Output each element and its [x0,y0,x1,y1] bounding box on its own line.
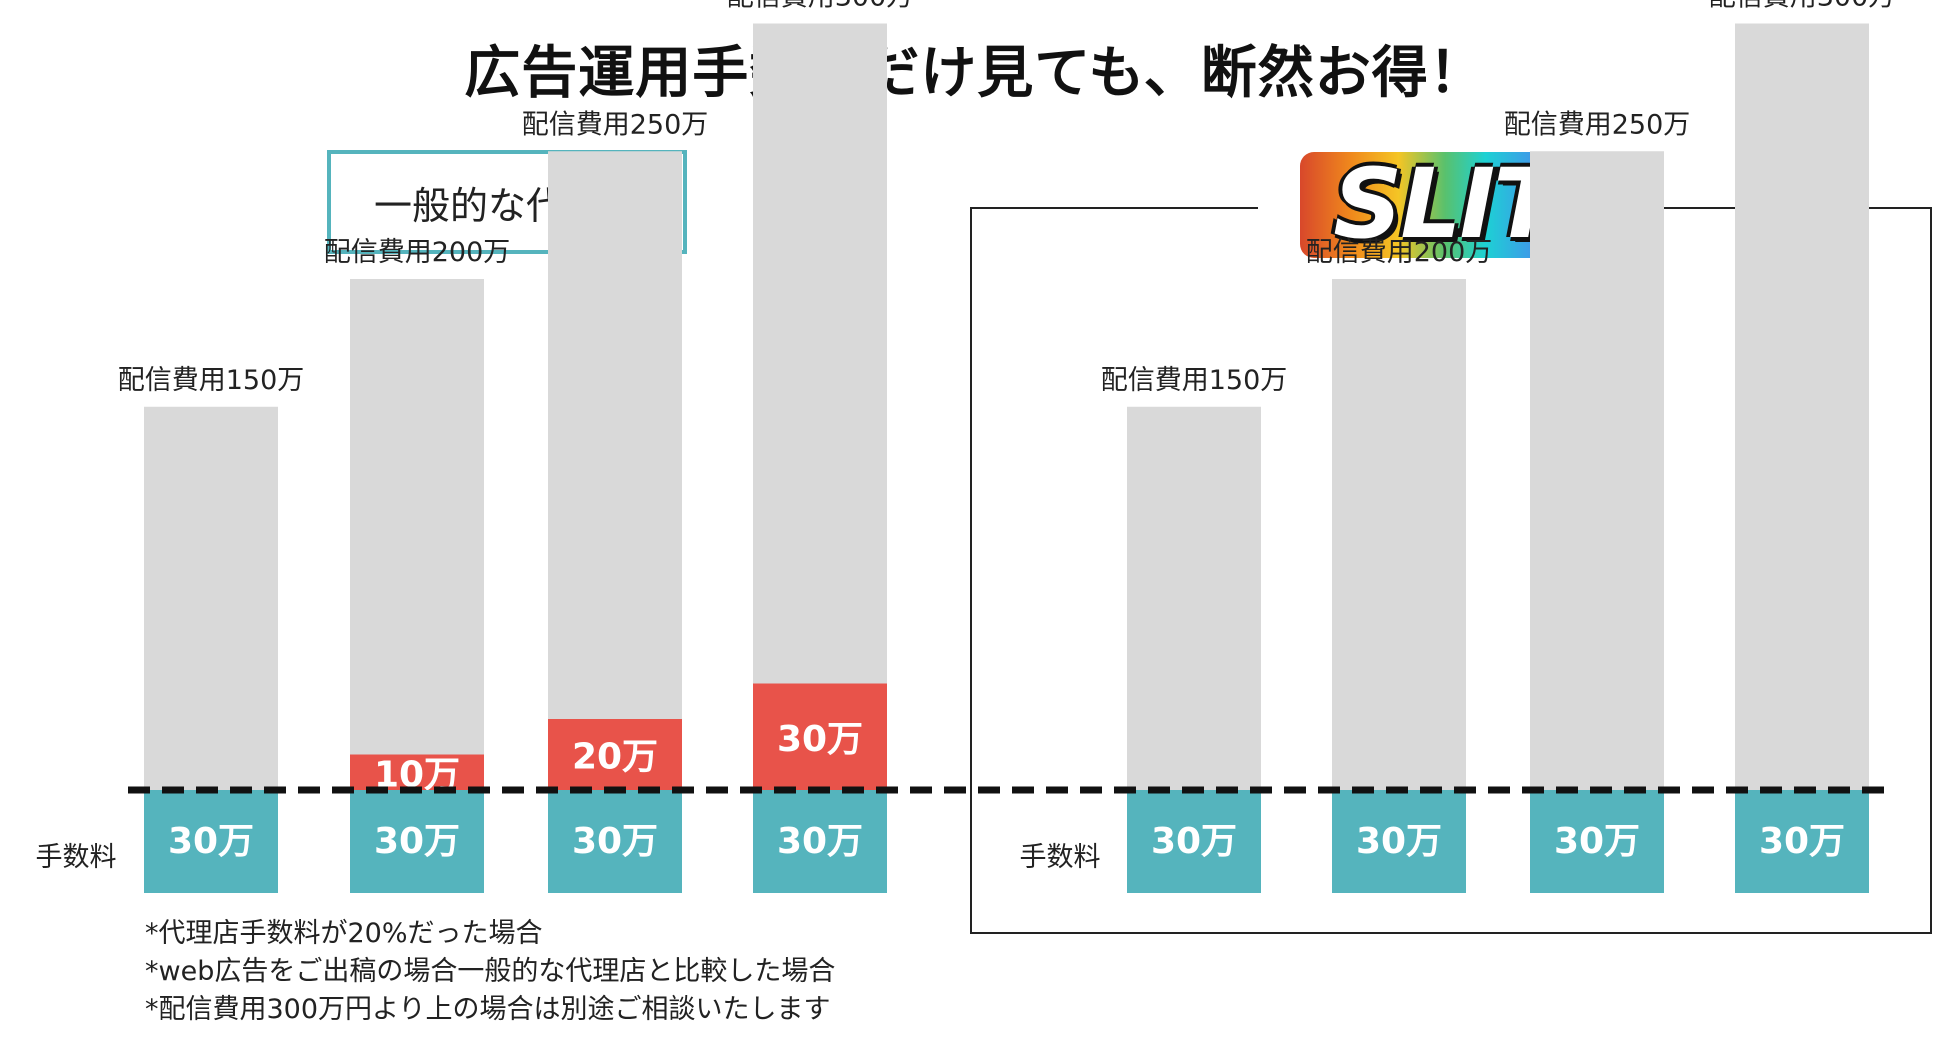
spend-bar [1735,23,1869,790]
fee-bar [548,790,682,893]
spend-bar [350,279,484,790]
extra-fee-bar [753,683,887,790]
footnote: *web広告をご出稿の場合一般的な代理店と比較した場合 [145,956,836,987]
spend-bar [144,406,278,790]
footnotes: *代理店手数料が20%だった場合 *web広告をご出稿の場合一般的な代理店と比較… [145,915,835,1029]
fee-bar [1530,790,1664,893]
spend-bar [548,151,682,790]
fee-label: 30万 [1759,821,1845,862]
spend-bar [1530,151,1664,790]
category-label: 配信費用150万 [1101,365,1288,396]
fee-label: 30万 [1554,821,1640,862]
category-label: 配信費用200万 [324,237,511,268]
category-label: 配信費用250万 [1504,109,1691,140]
fee-row-label: 手数料 [36,842,117,873]
extra-fee-bar [350,754,484,790]
fee-bar [350,790,484,893]
fee-label: 30万 [1151,821,1237,862]
extra-fee-label: 30万 [777,719,863,760]
fee-bar [1735,790,1869,893]
fee-bar [1332,790,1466,893]
fee-bar [1127,790,1261,893]
category-label: 配信費用250万 [522,109,709,140]
extra-fee-bar [548,719,682,790]
fee-label: 30万 [374,821,460,862]
slit-logo-text: SLIT [1333,152,1559,258]
fee-bar [753,790,887,893]
footnote: *代理店手数料が20%だった場合 [145,918,543,949]
category-label: 配信費用200万 [1306,237,1493,268]
category-label: 配信費用150万 [118,365,305,396]
fee-label: 30万 [777,821,863,862]
fee-row-label: 手数料 [1020,842,1101,873]
spend-bar [1127,406,1261,790]
fee-label: 30万 [572,821,658,862]
page-title: 広告運用手数料だけ見ても、断然お得！ [464,41,1486,106]
fee-label: 30万 [1356,821,1442,862]
extra-fee-label: 20万 [572,737,658,778]
fee-bar [144,790,278,893]
spend-bar [753,23,887,790]
fee-label: 30万 [168,821,254,862]
spend-bar [1332,279,1466,790]
category-label: 配信費用300万 [727,0,914,13]
category-label: 配信費用300万 [1709,0,1896,13]
footnote: *配信費用300万円より上の場合は別途ご相談いたします [145,994,831,1025]
